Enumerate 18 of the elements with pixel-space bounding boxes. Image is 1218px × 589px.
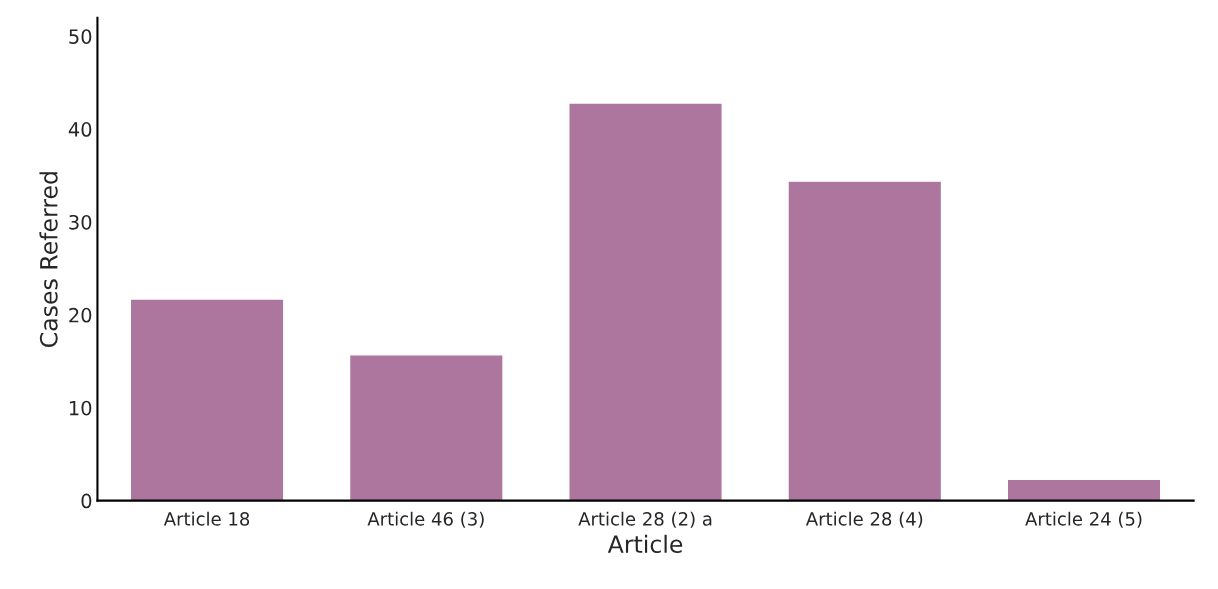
y-axis-title: Cases Referred xyxy=(39,172,58,347)
bar xyxy=(348,354,504,501)
x-tick-label: Article 46 (3) xyxy=(367,511,484,528)
y-tick-label: 0 xyxy=(81,493,92,509)
y-tick-label: 10 xyxy=(69,400,92,416)
bar xyxy=(1006,478,1162,501)
x-tick-label: Article 24 (5) xyxy=(1025,511,1142,528)
bar xyxy=(129,298,285,501)
bar xyxy=(787,180,943,501)
y-tick-label: 50 xyxy=(69,29,92,44)
x-tick-label: Article 18 xyxy=(163,511,250,526)
x-tick-label: Article 28 (4) xyxy=(805,511,923,528)
x-tick-label: Article 28 (2) a xyxy=(578,511,712,528)
x-axis-title: Article xyxy=(607,534,683,554)
y-tick-label: 20 xyxy=(69,307,92,323)
bar xyxy=(568,102,723,501)
y-tick-label: 30 xyxy=(69,214,92,230)
y-tick-label: 40 xyxy=(68,122,92,137)
